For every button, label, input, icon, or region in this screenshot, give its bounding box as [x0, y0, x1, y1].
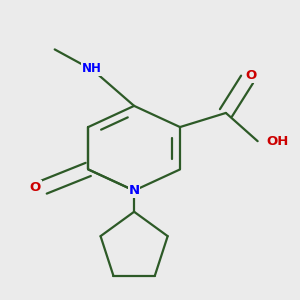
Text: OH: OH	[266, 135, 289, 148]
Text: NH: NH	[82, 62, 102, 75]
Text: O: O	[245, 69, 256, 82]
Text: N: N	[129, 184, 140, 197]
Text: O: O	[30, 181, 41, 194]
